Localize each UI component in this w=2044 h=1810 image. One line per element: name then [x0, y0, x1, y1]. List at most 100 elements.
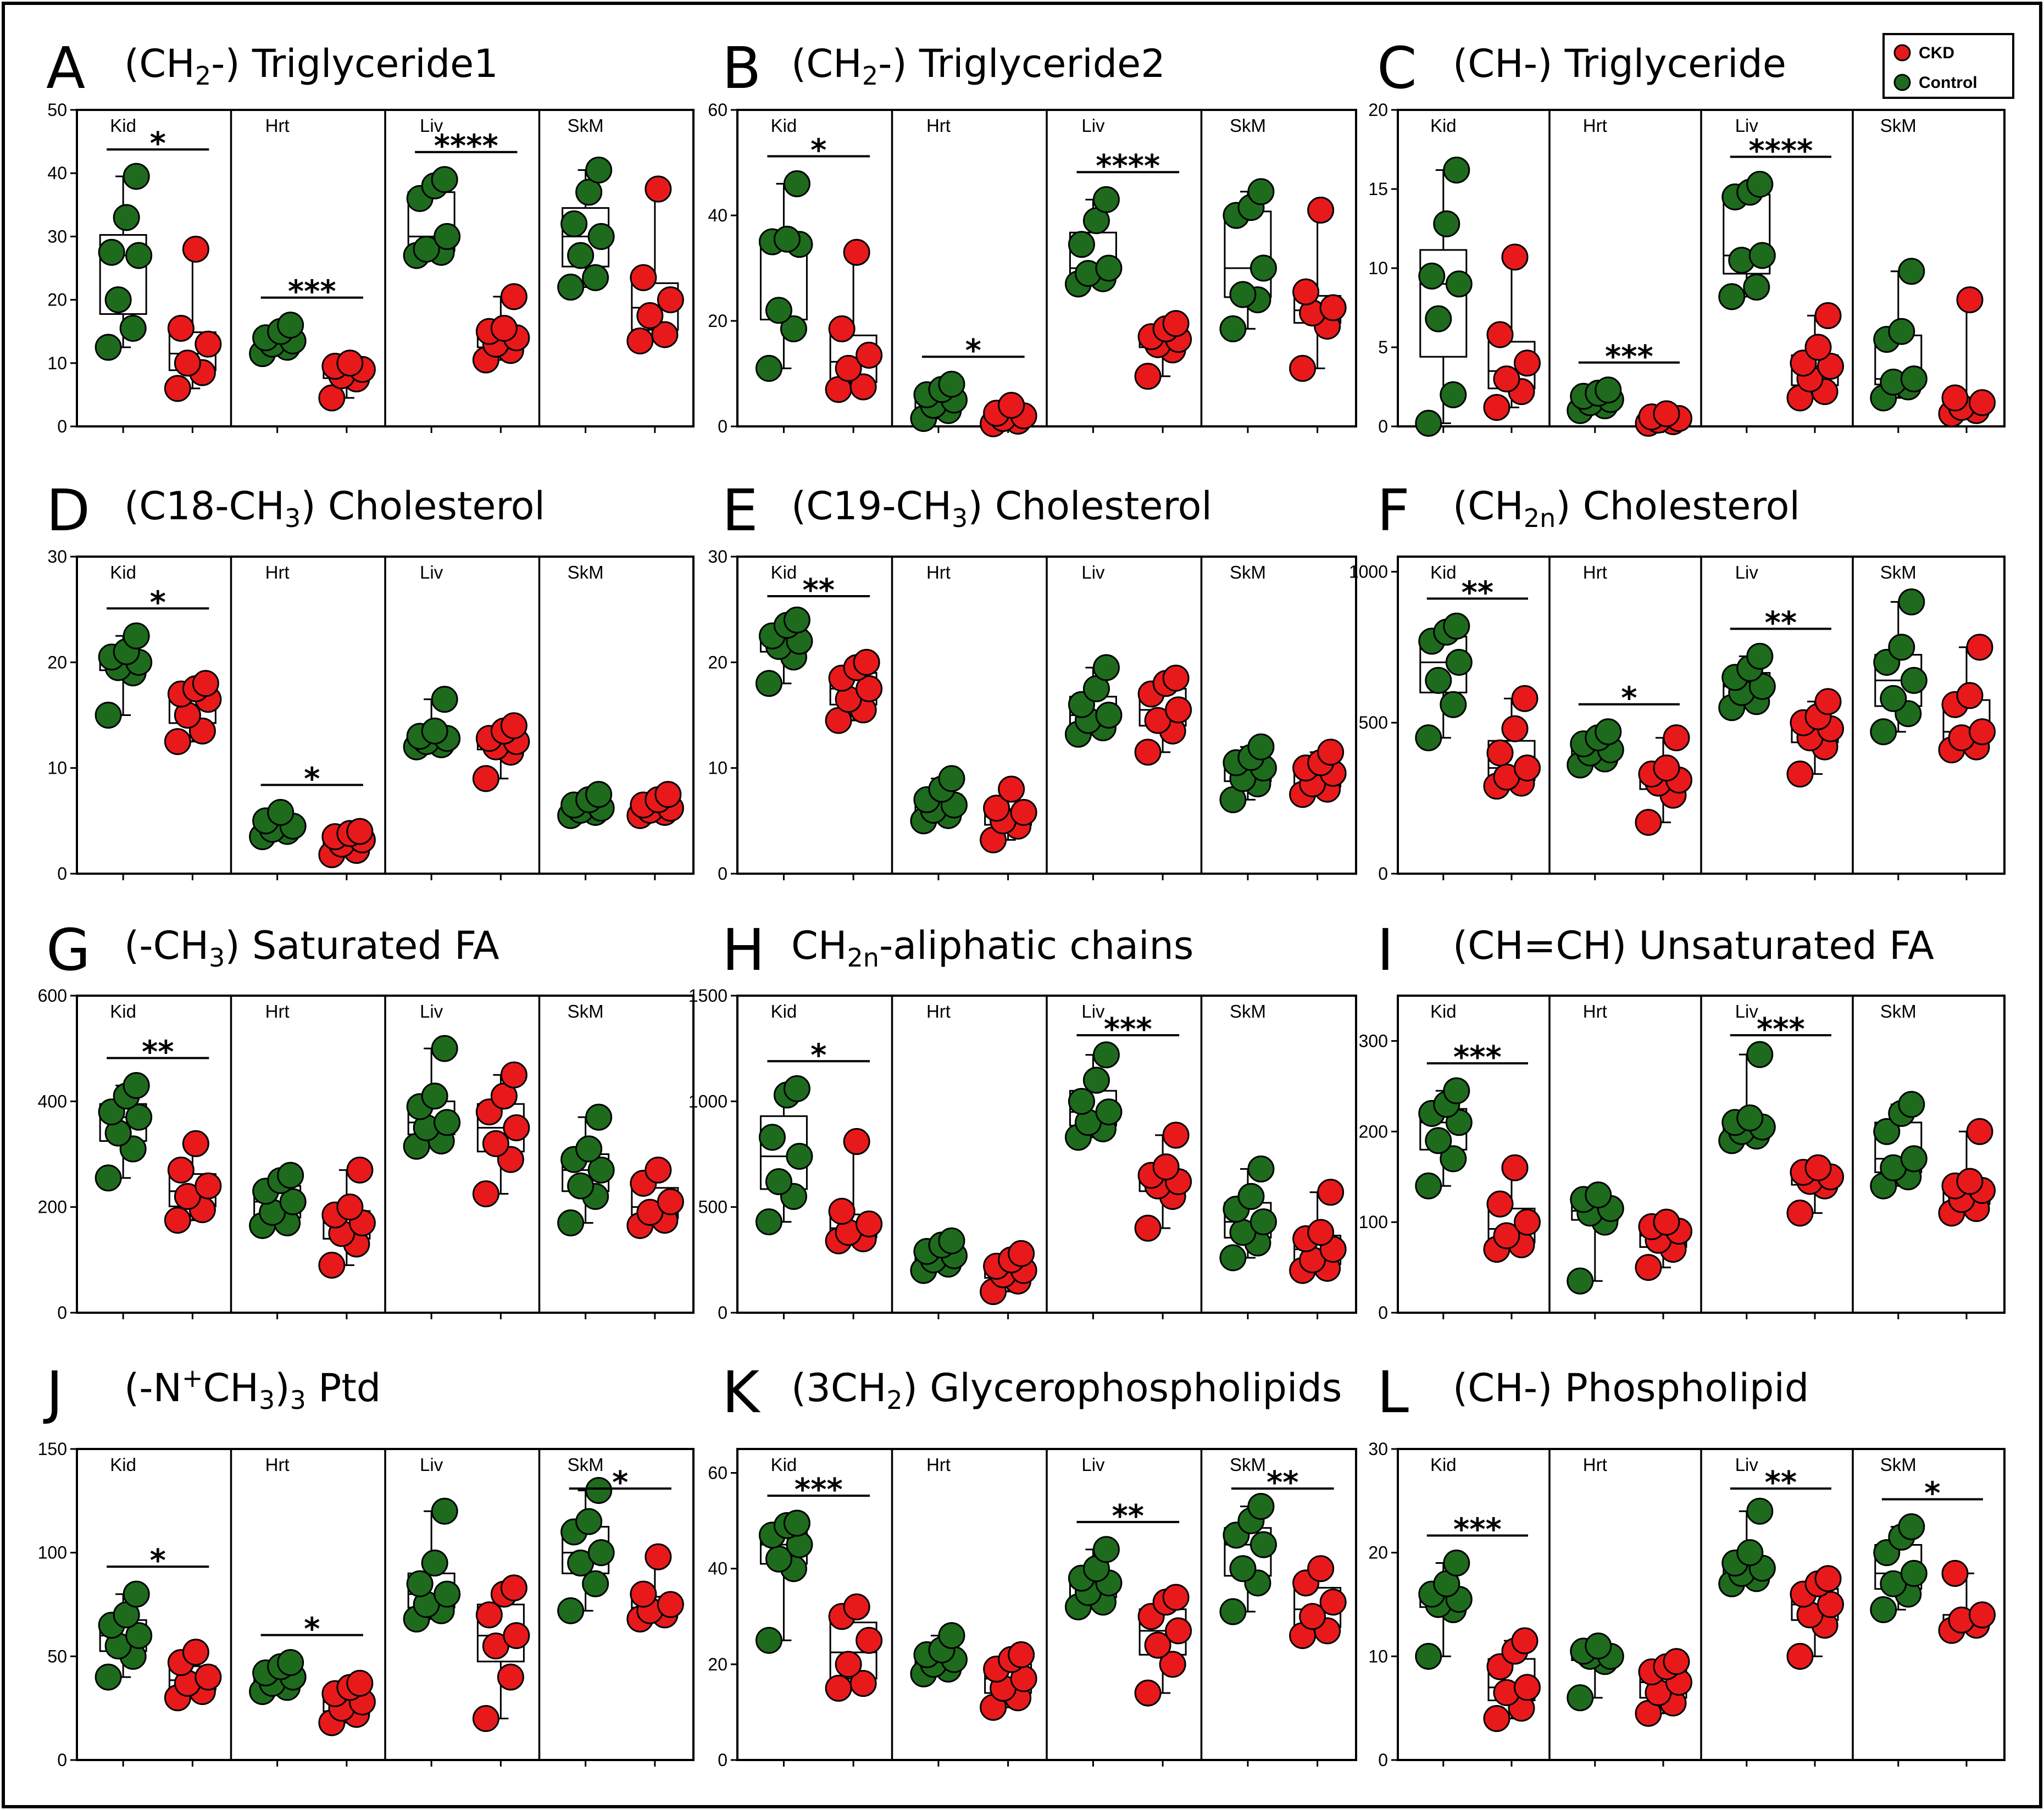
control-point: [585, 1476, 613, 1504]
group-kid: Kid: [1415, 115, 1541, 437]
ckd-point: [1307, 1219, 1335, 1246]
panel-letter: D: [46, 477, 90, 544]
control-point: [1247, 178, 1275, 206]
y-tick-label: 20: [1368, 100, 1388, 120]
y-tick-label: 20: [47, 290, 67, 310]
ckd-point: [1635, 1254, 1662, 1281]
control-point: [1249, 254, 1277, 282]
title-text: ): [275, 1365, 290, 1411]
y-tick-label: 300: [1359, 1031, 1388, 1051]
panel-H: H CH2n-aliphatic chains 0 500 1000 1500 Kid * Hr…: [688, 917, 1357, 1323]
control-point: [1443, 612, 1470, 640]
tissue-label: Hrt: [926, 115, 951, 136]
control-point: [765, 297, 792, 324]
group-skm: SkM: [1870, 1001, 1996, 1319]
title-text: ) Cholesterol: [301, 484, 545, 529]
group-kid: Kid***: [755, 1454, 883, 1767]
control-point: [1082, 1067, 1110, 1094]
control-point: [587, 223, 615, 250]
ckd-point: [1134, 1679, 1162, 1707]
ckd-point: [346, 1669, 374, 1697]
group-liv: Liv***: [1718, 1001, 1844, 1319]
control-point: [1249, 1208, 1277, 1236]
control-point: [1445, 270, 1473, 298]
panel-title: (C19-CH3) Cholesterol: [791, 484, 1212, 533]
ckd-point: [318, 1251, 346, 1279]
significance-label: **: [1765, 605, 1797, 641]
ckd-point: [1956, 1168, 1984, 1195]
ckd-point: [1008, 1240, 1035, 1267]
group-hrt: Hrt ***: [1567, 115, 1692, 437]
panel-title: (CH=CH) Unsaturated FA: [1453, 923, 1934, 968]
y-tick-label: 1500: [688, 986, 727, 1006]
tissue-label: Kid: [1430, 1001, 1457, 1021]
control-point: [1718, 283, 1746, 310]
title-text: (C18-CH: [124, 484, 285, 529]
control-point: [1092, 186, 1120, 213]
ckd-point: [1969, 1601, 1996, 1629]
panel-title: (-CH3) Saturated FA: [124, 923, 499, 973]
ckd-point: [657, 1591, 684, 1618]
control-point: [95, 702, 122, 729]
ckd-point: [657, 1188, 684, 1215]
control-point: [1229, 1555, 1257, 1583]
ckd-point: [1501, 1154, 1529, 1181]
control-point: [431, 1497, 458, 1525]
tissue-label: SkM: [568, 1001, 604, 1021]
control-point: [1443, 1550, 1470, 1577]
control-point: [434, 1109, 461, 1136]
ckd-point: [1162, 310, 1190, 337]
control-point: [277, 1162, 304, 1189]
ckd-point: [195, 1172, 222, 1200]
ckd-point: [1493, 1222, 1520, 1250]
ckd-point: [192, 670, 219, 697]
tissue-label: Kid: [110, 1001, 136, 1021]
title-text: (CH: [791, 41, 862, 86]
control-point: [755, 1208, 782, 1236]
ckd-point: [1493, 365, 1520, 393]
control-point: [113, 204, 140, 231]
group-liv: Liv: [403, 562, 530, 880]
panel-title: (-N+CH3)3 Ptd: [124, 1363, 381, 1415]
tissue-label: Liv: [1735, 1001, 1759, 1021]
significance-label: ***: [1605, 339, 1653, 375]
significance-label: ***: [1453, 1040, 1502, 1075]
ckd-point: [318, 384, 346, 412]
control-point: [1445, 648, 1473, 676]
group-kid: Kid *: [95, 115, 222, 433]
ckd-point: [1653, 400, 1680, 427]
ckd-point: [164, 728, 191, 756]
significance-label: ***: [795, 1472, 843, 1508]
control-point: [1418, 262, 1446, 290]
group-kid: Kid**: [755, 562, 883, 880]
control-point: [765, 1168, 792, 1196]
panel-title: (3CH2) Glycerophospholipids: [791, 1365, 1342, 1415]
ckd-point: [336, 1193, 364, 1221]
tissue-label: SkM: [1230, 115, 1266, 136]
title-subscript: 3: [259, 1385, 275, 1415]
legend-ckd-marker: [1893, 44, 1911, 62]
ckd-point: [174, 349, 201, 377]
control-point: [1440, 1145, 1467, 1173]
group-kid: Kid**: [95, 1001, 222, 1319]
control-point: [123, 1071, 150, 1099]
control-point: [1888, 318, 1915, 345]
y-tick-label: 10: [1368, 1646, 1388, 1666]
ckd-point: [1162, 664, 1190, 692]
control-point: [1425, 667, 1452, 694]
control-point: [1095, 254, 1123, 282]
control-point: [279, 1188, 307, 1215]
control-point: [585, 1103, 613, 1131]
group-liv: Liv **: [1064, 1454, 1192, 1767]
panel-title: CH2n-aliphatic chains: [791, 923, 1193, 973]
title-text: -) Triglyceride2: [878, 41, 1165, 86]
control-point: [119, 314, 147, 342]
y-tick-label: 100: [38, 1543, 67, 1563]
group-liv: Liv **: [1718, 562, 1844, 880]
control-point: [1880, 685, 1907, 712]
tissue-label: SkM: [1230, 562, 1266, 582]
group-kid: Kid *: [755, 1001, 883, 1319]
ckd-point: [645, 175, 672, 203]
panel-B: B (CH2-) Triglyceride2 0 20 40 60 Kid * Hrt * Liv *…: [708, 35, 1357, 437]
